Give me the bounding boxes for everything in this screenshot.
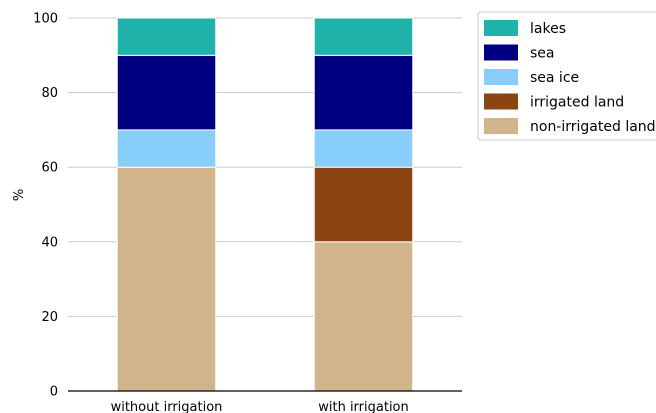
x-tick-label-0: without irrigation bbox=[111, 400, 223, 413]
y-axis-label: % bbox=[12, 189, 27, 201]
legend-label-1: sea bbox=[530, 46, 555, 62]
bar-1-4 bbox=[313, 17, 414, 56]
legend-label-3: irrigated land bbox=[530, 95, 624, 111]
legend-label-4: non-irrigated land bbox=[530, 119, 656, 135]
bar-0-2 bbox=[116, 129, 217, 168]
bar-1-2 bbox=[313, 129, 414, 168]
bar-0-4 bbox=[116, 17, 217, 56]
y-tick-label-1: 20 bbox=[41, 310, 58, 325]
y-tick-label-2: 40 bbox=[41, 235, 58, 250]
legend-swatch-1 bbox=[484, 44, 518, 61]
bar-0-0 bbox=[116, 166, 217, 392]
legend-box bbox=[477, 11, 656, 141]
legend-swatch-4 bbox=[484, 118, 518, 134]
bar-1-3 bbox=[313, 54, 414, 131]
y-tick-label-4: 80 bbox=[41, 86, 58, 101]
legend-swatch-0 bbox=[484, 20, 518, 36]
y-ticks: 0 20 40 60 80 100 bbox=[33, 12, 58, 400]
bar-1-1 bbox=[313, 166, 414, 243]
bar-1-0 bbox=[313, 241, 414, 392]
x-ticks: without irrigation with irrigation bbox=[111, 400, 409, 413]
x-tick-label-1: with irrigation bbox=[318, 400, 409, 413]
bars bbox=[116, 17, 414, 392]
y-tick-label-5: 100 bbox=[33, 12, 58, 27]
bar-0-3 bbox=[116, 54, 217, 131]
legend: lakes sea sea ice irrigated land non-irrigat… bbox=[477, 11, 656, 141]
legend-swatch-2 bbox=[484, 69, 518, 85]
legend-label-2: sea ice bbox=[530, 70, 579, 86]
legend-swatch-3 bbox=[484, 93, 518, 110]
legend-label-0: lakes bbox=[530, 21, 566, 37]
y-tick-label-3: 60 bbox=[41, 161, 58, 176]
y-tick-label-0: 0 bbox=[50, 385, 58, 400]
